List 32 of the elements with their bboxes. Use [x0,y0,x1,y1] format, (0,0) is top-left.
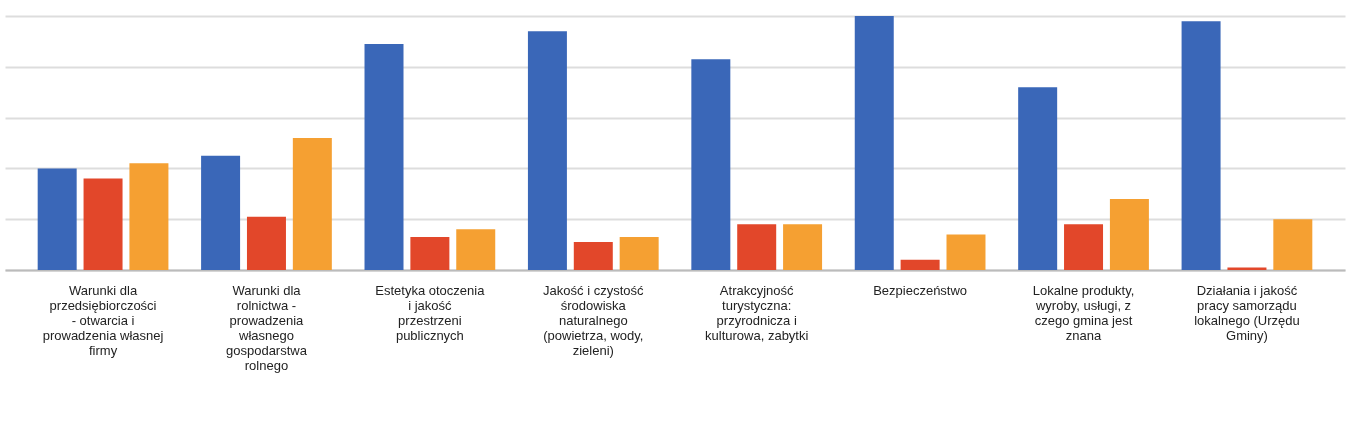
bar [83,178,123,270]
bar [946,234,986,270]
x-tick-label: Jakość i czystość środowiska naturalnego (powietrza, wody, zieleni) [543,282,644,358]
x-tick-label: Działania i jakość pracy samorządu lokalnego (Urzędu Gminy) [1194,282,1300,343]
bar [619,236,659,270]
x-tick-label: Lokalne produkty, wyroby, usługi, z czego gmina jest znana [1032,282,1135,343]
bar [1018,87,1058,270]
bar [364,44,404,270]
bar [573,242,613,270]
bar [456,229,496,270]
bar [410,236,450,270]
bar [737,224,777,270]
bar [1064,224,1104,270]
bar [900,259,940,270]
x-tick-label: Warunki dla przedsiębiorczości - otwarcia i prowadzenia własnej firmy [42,282,164,358]
x-tick-label: Atrakcyjność turystyczna: przyrodnicza i kulturowa, zabytki [705,282,809,343]
x-tick-label: Estetyka otoczenia i jakość przestrzeni publicznych [375,282,486,343]
x-tick-label: Bezpieczeństwo [873,282,968,298]
bar [691,59,731,270]
bar [1181,21,1221,270]
bar [1273,219,1313,270]
bar [854,16,894,270]
bar [783,224,823,270]
bar [1227,267,1267,270]
bar [292,137,332,270]
bar [527,31,567,270]
bar [1109,198,1149,270]
x-tick-label: Warunki dla rolnictwa - prowadzenia własnego gospodarstwa rolnego [225,282,308,373]
bar [246,216,286,270]
bar [129,163,169,270]
bar [201,155,241,270]
bar [37,168,77,270]
